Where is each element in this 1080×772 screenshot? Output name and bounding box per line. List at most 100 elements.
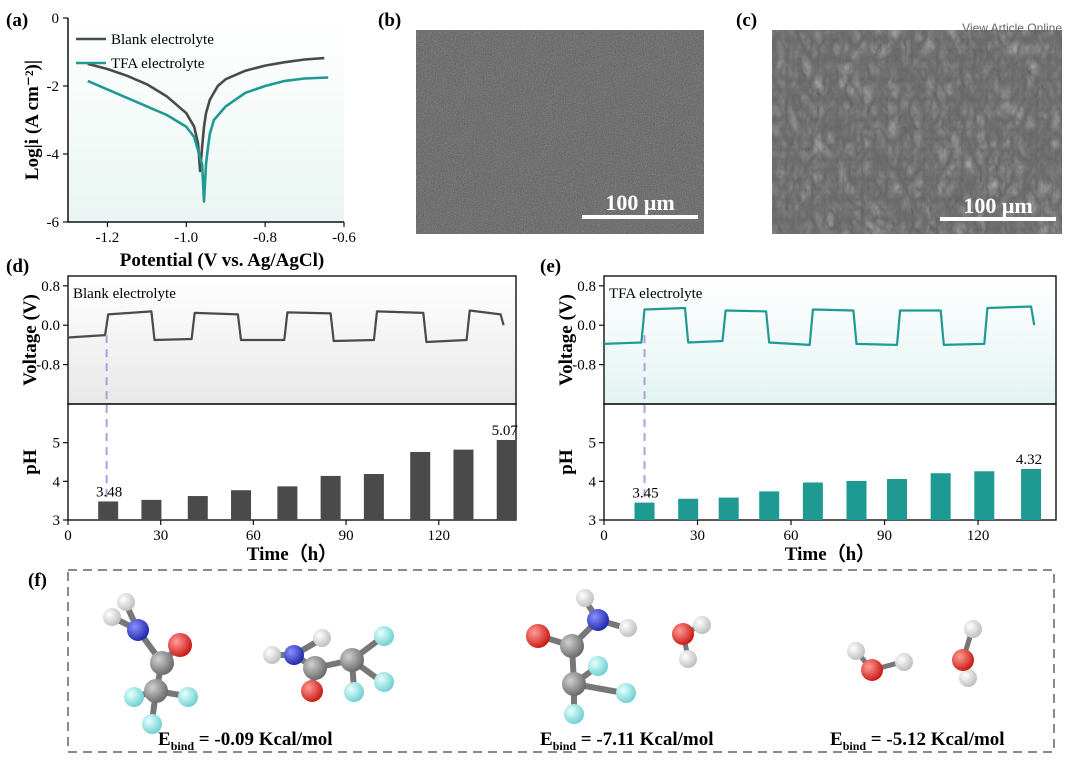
panel-label-b: (b) (378, 10, 401, 31)
ph-y-tick-label: 5 (589, 436, 597, 452)
x-tick-label: 90 (877, 528, 892, 544)
atom-nitrogen (127, 619, 149, 641)
atom-fluorine (616, 683, 636, 703)
ph-bar (277, 486, 298, 520)
x-tick-label: 0 (600, 528, 608, 544)
atom-carbon (150, 651, 174, 675)
ebind-value: = -7.11 Kcal/mol (576, 729, 713, 750)
atom-nitrogen (284, 645, 304, 665)
scale-bar-b (582, 215, 698, 219)
series-line-blank (87, 56, 325, 173)
atom-hydrogen (679, 650, 697, 668)
atom-carbon (303, 656, 327, 680)
atom-hydrogen (263, 646, 281, 664)
ph-y-tick-label: 3 (589, 513, 597, 529)
x-tick-label: 60 (784, 528, 799, 544)
scale-bar-c (940, 217, 1056, 221)
scale-label-c: 100 μm (963, 193, 1032, 218)
ebind-subscript: bind (553, 739, 577, 753)
atom-fluorine (344, 682, 364, 702)
molecule-tfa-3 (526, 589, 711, 724)
y-axis-title: Log|i (A cm⁻²)| (22, 60, 43, 180)
atom-oxygen (861, 659, 883, 681)
voltage-y-tick-label: -0.8 (36, 358, 60, 374)
y-tick-label: 0 (52, 11, 60, 27)
ebind-value: = -5.12 Kcal/mol (866, 729, 1005, 750)
ph-bar (98, 501, 119, 520)
ph-bar-label: 4.32 (1016, 452, 1042, 468)
x-tick-label: -1.2 (96, 230, 120, 246)
watermark-text: View Article Online (962, 21, 1062, 35)
legend-label: Blank electrolyte (111, 32, 214, 48)
ph-y-tick-label: 4 (589, 474, 597, 490)
atom-hydrogen (103, 608, 121, 626)
x-axis-title: Time（h） (785, 542, 875, 565)
ph-bar (363, 473, 384, 520)
panel-label-a: (a) (6, 10, 28, 31)
ph-bar (974, 471, 995, 520)
atom-fluorine (374, 626, 394, 646)
panel-label-e: (e) (540, 256, 561, 277)
x-tick-label: 120 (428, 528, 451, 544)
voltage-y-tick-label: 0.0 (577, 318, 596, 334)
atom-hydrogen (619, 619, 637, 637)
voltage-series-line (603, 305, 1036, 346)
x-tick-label: 90 (339, 528, 354, 544)
ebind-symbol: E (540, 729, 553, 750)
atom-carbon (144, 679, 168, 703)
y-tick-label: -2 (47, 79, 60, 95)
molecule-tfa-2 (263, 626, 394, 702)
y-tick-label: -4 (47, 147, 60, 163)
molecule-water-dimer (847, 620, 982, 687)
voltage-axis-title: Voltage (V) (20, 294, 41, 386)
ebind-value: = -0.09 Kcal/mol (194, 729, 333, 750)
atom-carbon (340, 648, 364, 672)
ph-bar (231, 490, 252, 520)
x-tick-label: 30 (690, 528, 705, 544)
atom-carbon (560, 634, 584, 658)
atom-hydrogen (959, 669, 977, 687)
ph-bar (496, 439, 517, 520)
molecule-tfa-1 (103, 593, 198, 734)
voltage-axis-title: Voltage (V) (556, 294, 577, 386)
atom-fluorine (374, 672, 394, 692)
ph-bar (410, 451, 431, 520)
atom-hydrogen (693, 616, 711, 634)
ph-bar (187, 496, 208, 520)
ebind-subscript: bind (843, 739, 867, 753)
sem-image-c: 100 μm View Article Online (772, 21, 1062, 234)
ph-axis-title: pH (20, 449, 41, 475)
legend-label: TFA electrolyte (111, 56, 205, 72)
ebind-subscript: bind (171, 739, 195, 753)
atom-oxygen (672, 623, 694, 645)
ph-y-tick-label: 4 (53, 474, 61, 490)
voltage-y-tick-label: 0.0 (41, 318, 60, 334)
ph-bar (1021, 468, 1042, 520)
x-tick-label: 30 (153, 528, 168, 544)
panel-label-c: (c) (736, 10, 757, 31)
atom-hydrogen (895, 653, 913, 671)
atom-fluorine (142, 714, 162, 734)
atom-hydrogen (313, 629, 331, 647)
x-tick-label: -0.8 (253, 230, 277, 246)
panel-label-d: (d) (6, 256, 29, 277)
x-tick-label: -0.6 (332, 230, 356, 246)
sem-image-b: 100 μm (416, 30, 704, 234)
ph-axis-title: pH (556, 449, 577, 475)
ph-plot-frame (603, 403, 1057, 521)
x-tick-label: -1.0 (174, 230, 198, 246)
voltage-y-tick-label: 0.8 (41, 279, 60, 295)
ph-bar (930, 473, 951, 520)
ph-bar (759, 491, 780, 520)
atom-carbon (562, 672, 586, 696)
inner-electrolyte-label: TFA electrolyte (609, 286, 703, 302)
ph-bar (887, 479, 908, 520)
scale-label-b: 100 μm (605, 190, 674, 215)
ph-bar (320, 475, 341, 520)
chart-d-blank: -0.8 0.0 0.8 3 4 5 0 30 60 90 120 3.48 5.07 Blank ele… (20, 275, 518, 565)
ph-bar (453, 449, 474, 520)
binding-energy-1: Ebind = -0.09 Kcal/mol (158, 729, 333, 753)
ebind-symbol: E (830, 729, 843, 750)
panel-label-f: (f) (28, 570, 47, 591)
binding-energy-3: Ebind = -5.12 Kcal/mol (830, 729, 1005, 753)
